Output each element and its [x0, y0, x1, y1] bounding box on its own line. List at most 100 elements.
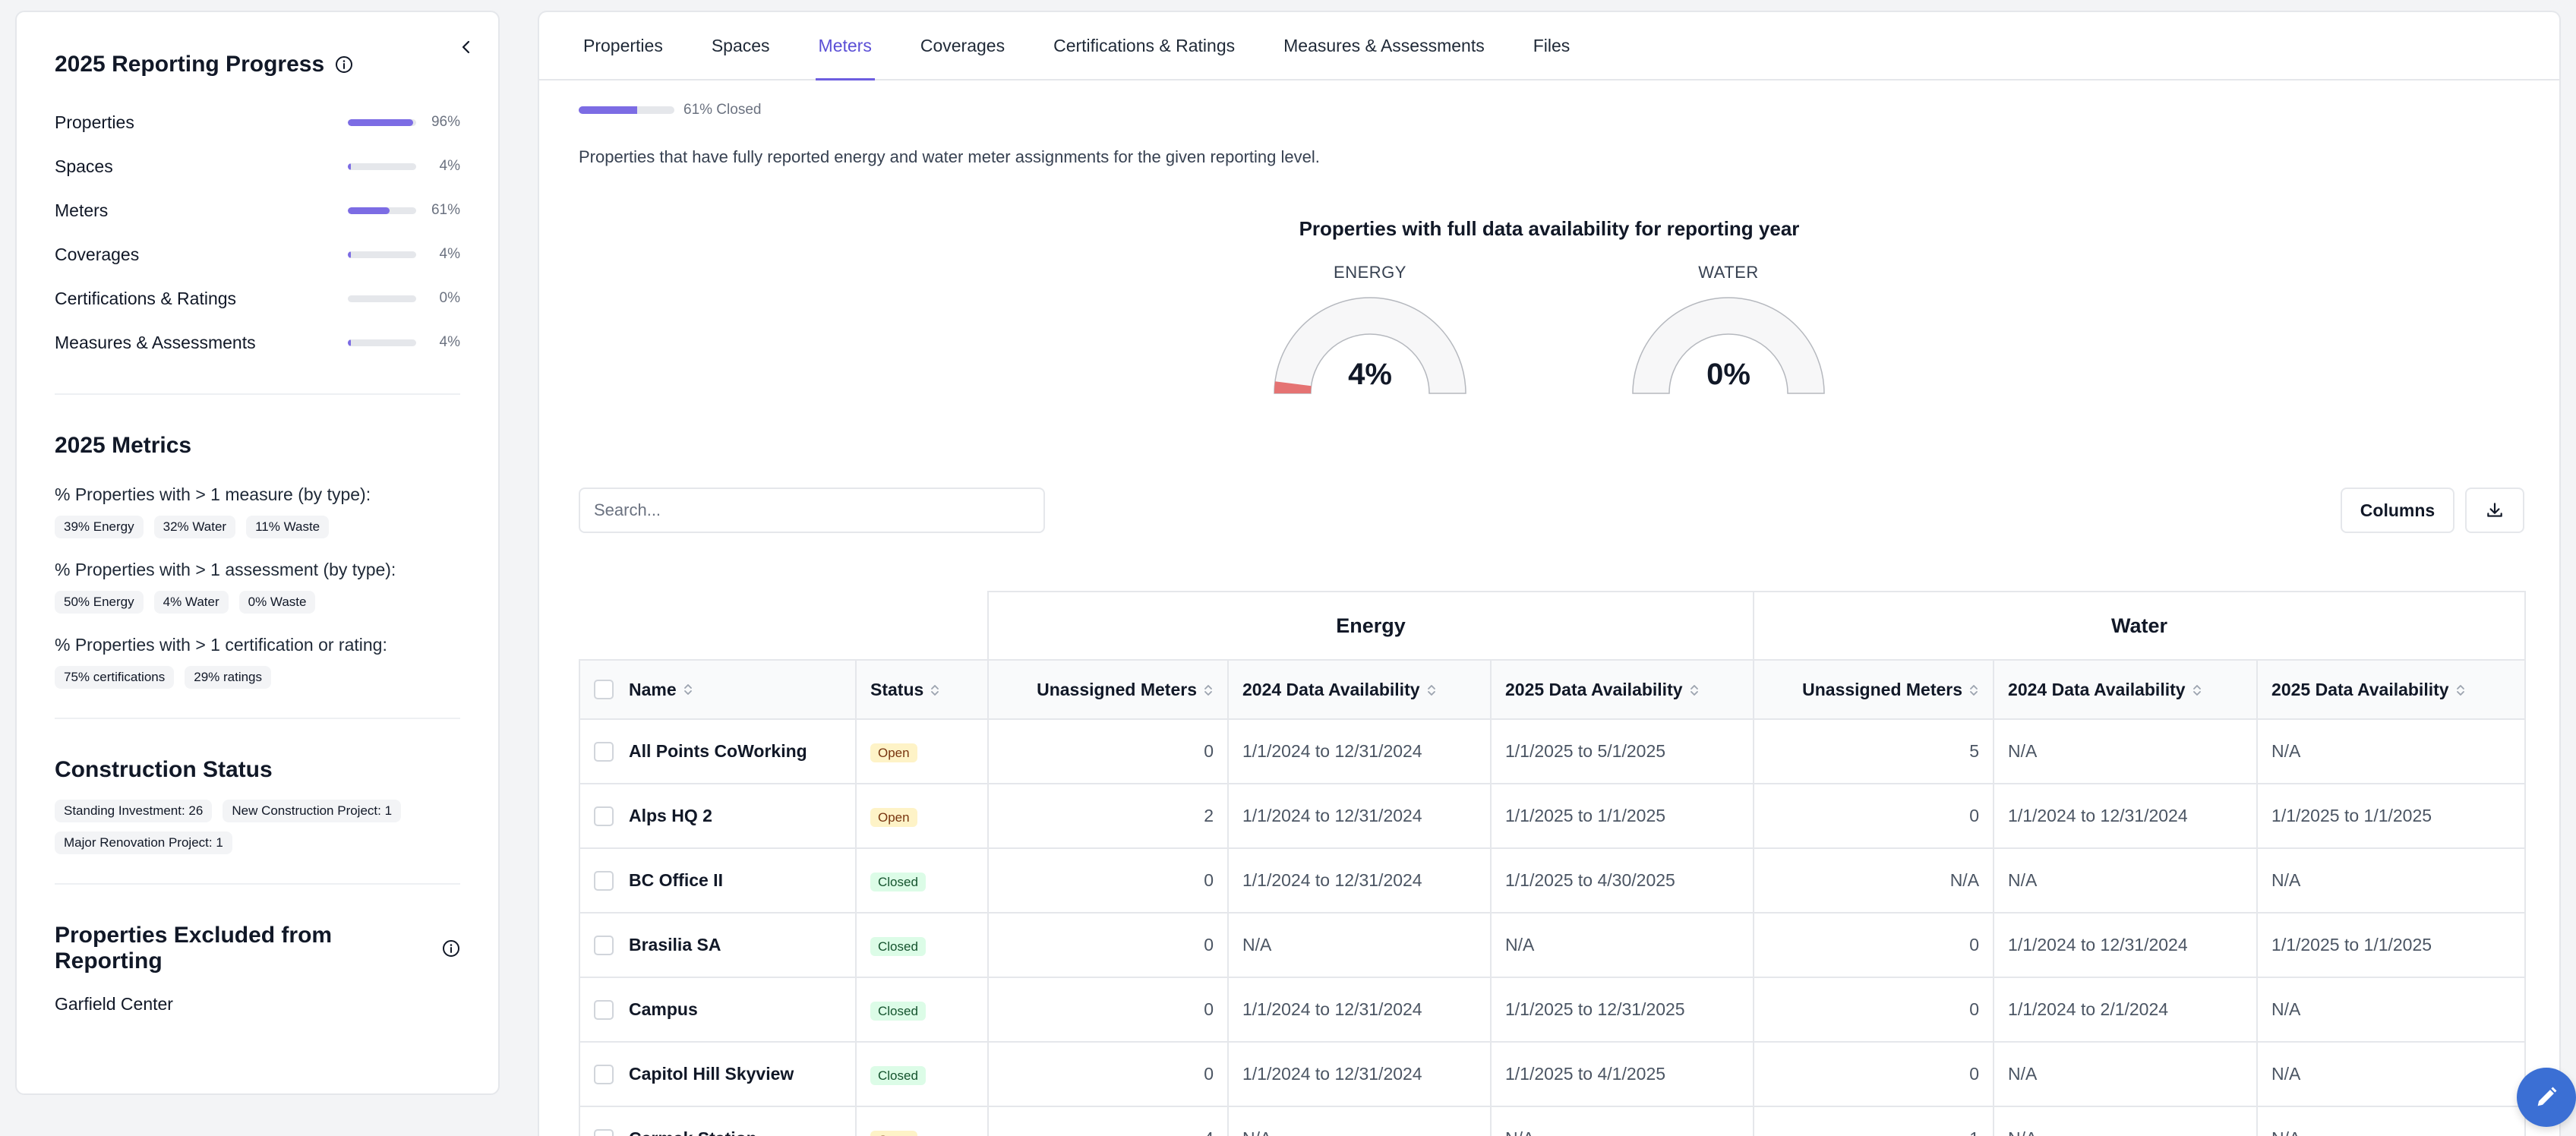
table-row[interactable]: Brasilia SA Closed 0 N/A N/A 0 1/1/2024 to 12/…	[579, 912, 2527, 978]
table-row[interactable]: All Points CoWorking Open 0 1/1/2024 to 12/…	[579, 718, 2527, 784]
table-row[interactable]: Campus Closed 0 1/1/2024 to 12/31/2024 1/1/2…	[579, 977, 2527, 1043]
cell-energy-2025: 1/1/2025 to 4/1/2025	[1489, 1041, 1755, 1107]
tab-measures-assessments[interactable]: Measures & Assessments	[1283, 35, 1485, 55]
row-checkbox[interactable]	[594, 999, 614, 1020]
cell-energy-2024: 1/1/2024 to 12/31/2024	[1227, 977, 1492, 1043]
progress-bar-fill	[348, 163, 351, 170]
column-header-water-2025[interactable]: 2025 Data Availability	[2256, 659, 2527, 720]
gauge-water: WATER 0%	[1630, 263, 1827, 399]
cell-status: Closed	[855, 977, 989, 1043]
cell-water-2025: N/A	[2256, 718, 2527, 784]
edit-fab-button[interactable]	[2517, 1068, 2576, 1127]
column-header-water-unassigned[interactable]: Unassigned Meters	[1753, 659, 1995, 720]
sort-arrows-icon[interactable]	[930, 683, 940, 698]
progress-bar-fill	[348, 339, 351, 346]
tab-certifications-ratings[interactable]: Certifications & Ratings	[1053, 35, 1236, 55]
sort-arrows-icon[interactable]	[1203, 683, 1214, 698]
reporting-sidebar: 2025 Reporting Progress Properties 96% Spa…	[15, 11, 500, 1095]
cell-water-2025: N/A	[2256, 847, 2527, 914]
property-name[interactable]: All Points CoWorking	[629, 741, 807, 761]
columns-button[interactable]: Columns	[2341, 488, 2454, 533]
property-name[interactable]: BC Office II	[629, 870, 723, 890]
metric-chips: 39% Energy 32% Water 11% Waste	[55, 516, 460, 538]
group-header-water: Water	[1753, 591, 2527, 661]
cell-energy-unassigned: 0	[987, 847, 1229, 914]
tab-spaces[interactable]: Spaces	[711, 35, 770, 55]
tab-files[interactable]: Files	[1533, 35, 1571, 55]
cell-water-unassigned: 0	[1753, 977, 1995, 1043]
column-header-name[interactable]: Name	[579, 659, 857, 720]
status-badge: Open	[870, 1131, 917, 1136]
row-checkbox[interactable]	[594, 806, 614, 826]
row-checkbox[interactable]	[594, 935, 614, 955]
cell-water-2024: 1/1/2024 to 2/1/2024	[1993, 977, 2259, 1043]
table-row[interactable]: Cermak StationOpen4N/AN/A1N/AN/A	[579, 1106, 2527, 1136]
tab-coverages[interactable]: Coverages	[920, 35, 1005, 55]
row-checkbox[interactable]	[594, 1064, 614, 1084]
row-checkbox[interactable]	[594, 741, 614, 762]
property-name[interactable]: Cermak Station	[629, 1128, 757, 1136]
cell-status: Closed	[855, 1041, 989, 1107]
sort-arrows-icon[interactable]	[1968, 683, 1979, 698]
column-header-water-2024[interactable]: 2024 Data Availability	[1993, 659, 2259, 720]
progress-label: Certifications & Ratings	[55, 288, 237, 308]
metric-chip: 50% Energy	[55, 591, 144, 614]
progress-bar	[348, 339, 416, 346]
cell-status: Open	[855, 718, 989, 784]
info-circle-icon[interactable]	[442, 939, 460, 958]
metric-chip: 4% Water	[153, 591, 229, 614]
sort-arrows-icon[interactable]	[2455, 683, 2466, 698]
table-row[interactable]: Alps HQ 2 Open 2 1/1/2024 to 12/31/2024 1/1/…	[579, 783, 2527, 849]
excluded-property[interactable]: Garfield Center	[55, 994, 173, 1014]
cell-water-2024: N/A	[1993, 718, 2259, 784]
tab-meters[interactable]: Meters	[815, 12, 876, 80]
column-header-energy-2024[interactable]: 2024 Data Availability	[1227, 659, 1492, 720]
progress-row: Certifications & Ratings 0%	[55, 276, 460, 320]
column-header-energy-unassigned[interactable]: Unassigned Meters	[987, 659, 1229, 720]
search-input[interactable]	[579, 488, 1045, 533]
meters-table-wrapper: Energy Water Name Status Unassigned Meters…	[579, 591, 2527, 1136]
metric-question: % Properties with > 1 assessment (by typ…	[55, 560, 396, 579]
progress-row: Spaces 4%	[55, 144, 460, 188]
row-checkbox[interactable]	[594, 870, 614, 891]
metrics-title: 2025 Metrics	[55, 433, 192, 458]
divider	[55, 883, 460, 885]
cell-energy-2024: N/A	[1227, 1106, 1492, 1136]
cell-water-2025: 1/1/2025 to 1/1/2025	[2256, 912, 2527, 978]
property-name[interactable]: Alps HQ 2	[629, 806, 712, 825]
sort-arrows-icon[interactable]	[1689, 683, 1700, 698]
property-name[interactable]: Brasilia SA	[629, 935, 721, 955]
sort-arrows-icon[interactable]	[1426, 683, 1437, 698]
cell-name: Campus	[579, 977, 857, 1043]
column-header-energy-2025[interactable]: 2025 Data Availability	[1489, 659, 1755, 720]
gauges-title: Properties with full data availability f…	[1299, 217, 1800, 240]
status-badge: Closed	[870, 1066, 926, 1085]
cell-water-2024: N/A	[1993, 847, 2259, 914]
table-row[interactable]: BC Office II Closed 0 1/1/2024 to 12/31/202…	[579, 847, 2527, 914]
column-header-status[interactable]: Status	[855, 659, 989, 720]
info-circle-icon[interactable]	[335, 55, 353, 74]
metrics-groups: % Properties with > 1 measure (by type):…	[55, 484, 460, 689]
row-checkbox[interactable]	[594, 1128, 614, 1136]
progress-percent: 96%	[431, 114, 460, 130]
excluded-properties-title: Properties Excluded from Reporting	[55, 923, 460, 974]
progress-percent: 0%	[439, 290, 460, 306]
sort-arrows-icon[interactable]	[683, 682, 693, 697]
table-row[interactable]: Capitol Hill Skyview Closed 0 1/1/2024 to 1…	[579, 1041, 2527, 1107]
cell-water-unassigned: 0	[1753, 1041, 1995, 1107]
metric-chips: 50% Energy 4% Water 0% Waste	[55, 591, 460, 614]
sort-arrows-icon[interactable]	[2192, 683, 2202, 698]
select-all-checkbox[interactable]	[594, 680, 614, 699]
download-button[interactable]	[2465, 488, 2524, 533]
metric-group: % Properties with > 1 certification or r…	[55, 635, 460, 689]
column-header-row: Name Status Unassigned Meters 2024 Data Ava…	[579, 659, 2527, 720]
collapse-sidebar-button[interactable]	[451, 32, 481, 62]
tab-properties[interactable]: Properties	[583, 35, 663, 55]
property-name[interactable]: Capitol Hill Skyview	[629, 1064, 794, 1084]
progress-label: Coverages	[55, 244, 140, 264]
property-name[interactable]: Campus	[629, 999, 698, 1019]
meters-panel: Properties Spaces Meters Coverages Certifica…	[538, 11, 2561, 1136]
cell-water-2024: N/A	[1993, 1106, 2259, 1136]
progress-percent: 61%	[431, 202, 460, 218]
column-header-label: Unassigned Meters	[1037, 679, 1197, 699]
